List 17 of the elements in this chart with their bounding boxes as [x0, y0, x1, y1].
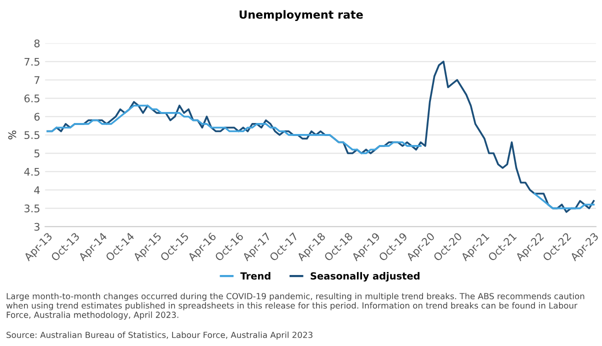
y-tick-label: 5 — [34, 150, 40, 158]
y-tick-label: 4 — [34, 186, 40, 194]
y-tick-label: 7.5 — [24, 58, 40, 66]
chart-title: Unemployment rate — [240, 10, 363, 21]
y-tick-label: 3.5 — [24, 204, 40, 212]
legend-label: Seasonally adjusted — [310, 272, 420, 282]
y-tick-label: 7 — [34, 76, 40, 84]
y-tick-label: 5.5 — [24, 131, 40, 140]
y-axis-title: % — [8, 130, 16, 140]
text: Large month-to-month changes occurred during the COVID-19 pandemic, resulting in multiple trend breaks. The ABS recommends caution when using trend estimates published in spreadsheets in this release for this period. Information on trend breaks can be found in Labour Force, Australia methodology, April 2023. — [6, 292, 584, 320]
y-tick-label: 8 — [34, 39, 40, 48]
y-tick-label: 6 — [34, 112, 40, 121]
source-note: Source: Australian Bureau of Statistics, Labour Force, Australia April 2023 — [6, 332, 312, 340]
legend-label: Trend — [240, 272, 270, 280]
y-tick-label: 3 — [34, 222, 40, 231]
y-tick-label: 6.5 — [24, 94, 40, 102]
y-tick-label: 4.5 — [24, 168, 40, 176]
